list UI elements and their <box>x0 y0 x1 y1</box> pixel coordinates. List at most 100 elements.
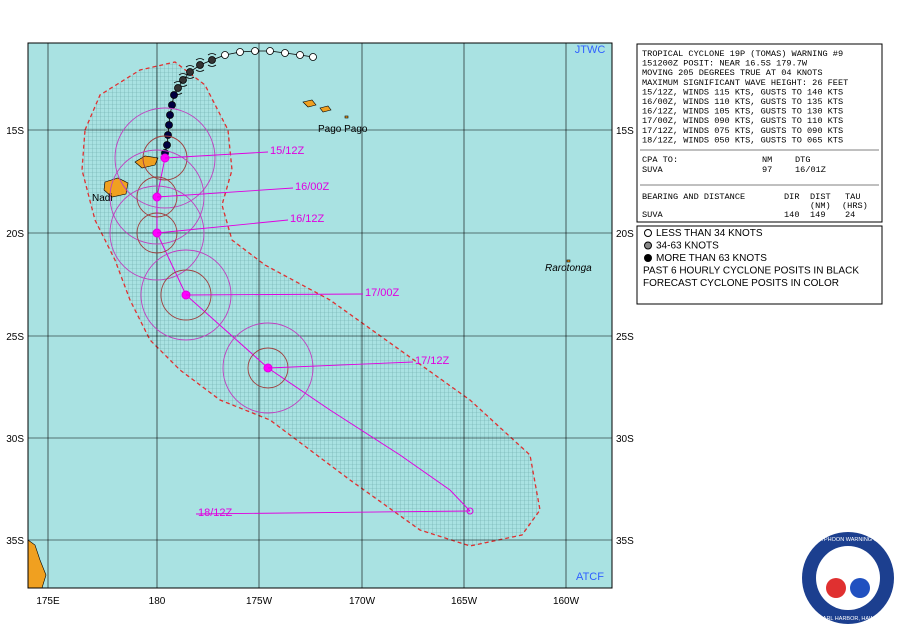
warning-line: TROPICAL CYCLONE 19P (TOMAS) WARNING #9 <box>642 49 843 59</box>
place-label: Rarotonga <box>545 263 592 274</box>
warning-line: 15/12Z, WINDS 115 KTS, GUSTS TO 140 KTS <box>642 87 843 97</box>
past-position <box>166 111 174 119</box>
past-position <box>168 101 176 109</box>
forecast-label: 17/12Z <box>415 355 450 367</box>
map <box>28 43 612 588</box>
forecast-label: 18/12Z <box>198 507 233 519</box>
bearing-header: TAU <box>845 192 860 202</box>
wind-radius <box>247 347 289 389</box>
forecast-leader <box>195 510 471 515</box>
past-position <box>309 53 317 61</box>
bearing-cell: 140 <box>784 210 799 220</box>
lat-label: 20S <box>6 229 24 240</box>
wind-radius <box>109 149 205 245</box>
legend-box <box>636 225 883 305</box>
legend-label: 34-63 KNOTS <box>656 241 719 252</box>
bearing-cell: SUVA <box>642 210 663 220</box>
bearing-header: BEARING AND DISTANCE <box>642 192 745 202</box>
past-position <box>296 51 304 59</box>
lon-label: 180 <box>149 596 166 607</box>
lon-label: 165W <box>451 596 478 607</box>
lat-label: 15S <box>6 126 24 137</box>
cpa-cell: 16/01Z <box>795 165 826 175</box>
forecast-track <box>267 367 471 512</box>
wind-radius <box>109 185 205 281</box>
lat-label: 30S <box>616 434 634 445</box>
past-position-tail <box>195 58 205 72</box>
legend-symbol <box>644 229 652 237</box>
past-position-tail <box>185 65 195 79</box>
lat-label: 35S <box>616 536 634 547</box>
lat-label: 15S <box>616 126 634 137</box>
lat-label: 25S <box>6 332 24 343</box>
cpa-header: NM <box>762 155 772 165</box>
bearing-subheader: (HRS) <box>842 201 868 211</box>
wind-radius <box>222 322 314 414</box>
wind-radius <box>142 135 188 181</box>
lon-label: 170W <box>349 596 376 607</box>
logo-text: PEARL HARBOR, HAWAII <box>815 616 881 622</box>
past-position <box>221 51 229 59</box>
lat-label: 30S <box>6 434 24 445</box>
lon-label: 175W <box>246 596 273 607</box>
past-position <box>208 56 216 64</box>
forecast-leader <box>267 361 414 369</box>
legend-label: FORECAST CYCLONE POSITS IN COLOR <box>643 278 839 289</box>
past-position <box>174 84 182 92</box>
warning-line: MAXIMUM SIGNIFICANT WAVE HEIGHT: 26 FEET <box>642 78 848 88</box>
warning-line: 18/12Z, WINDS 050 KTS, GUSTS TO 065 KTS <box>642 135 843 145</box>
map-frame <box>27 42 613 589</box>
place-label: Pago Pago <box>318 124 368 135</box>
logo-text: JOINT TYPHOON WARNING CENTER <box>800 537 896 543</box>
wind-radius <box>136 212 178 254</box>
past-position <box>196 61 204 69</box>
past-position-tail <box>207 53 217 67</box>
legend-label: PAST 6 HOURLY CYCLONE POSITS IN BLACK <box>643 266 859 277</box>
wind-radius <box>114 107 216 209</box>
past-position <box>164 131 172 139</box>
past-position <box>179 76 187 84</box>
cpa-cell: 97 <box>762 165 772 175</box>
warning-box <box>636 43 883 223</box>
cpa-cell: SUVA <box>642 165 663 175</box>
forecast-leader <box>164 151 269 159</box>
corner-label: JTWC <box>575 44 606 56</box>
past-position <box>163 141 171 149</box>
lon-label: 160W <box>553 596 580 607</box>
warning-line: 16/12Z, WINDS 105 KTS, GUSTS TO 130 KTS <box>642 107 843 117</box>
past-position <box>170 91 178 99</box>
warning-line: 17/00Z, WINDS 090 KTS, GUSTS TO 110 KTS <box>642 116 843 126</box>
forecast-leader <box>156 187 294 198</box>
past-position <box>165 121 173 129</box>
warning-line: 17/12Z, WINDS 075 KTS, GUSTS TO 090 KTS <box>642 126 843 136</box>
legend-symbol <box>644 254 652 262</box>
past-position <box>251 47 259 55</box>
warning-line: MOVING 205 DEGREES TRUE AT 04 KNOTS <box>642 68 823 78</box>
legend-label: MORE THAN 63 KNOTS <box>656 253 767 264</box>
forecast-label: 15/12Z <box>270 145 305 157</box>
warning-line: 16/00Z, WINDS 110 KTS, GUSTS TO 135 KTS <box>642 97 843 107</box>
cpa-header: CPA TO: <box>642 155 678 165</box>
lat-label: 25S <box>616 332 634 343</box>
forecast-label: 16/12Z <box>290 213 325 225</box>
bearing-header: DIR <box>784 192 799 202</box>
lat-label: 35S <box>6 536 24 547</box>
lat-label: 20S <box>616 229 634 240</box>
bearing-cell: 24 <box>845 210 855 220</box>
legend-symbol <box>644 241 652 250</box>
cpa-header: DTG <box>795 155 810 165</box>
wind-radius <box>136 176 178 218</box>
danger-area <box>81 61 541 547</box>
forecast-leader <box>185 293 364 296</box>
forecast-leader <box>156 219 289 234</box>
bearing-header: DIST <box>810 192 831 202</box>
bearing-cell: 149 <box>810 210 825 220</box>
place-label: Nadi <box>92 193 113 204</box>
past-position <box>281 49 289 57</box>
past-position <box>266 47 274 55</box>
corner-label: ATCF <box>576 571 604 583</box>
logo: JOINT TYPHOON WARNING CENTER PEARL HARBO… <box>800 532 896 624</box>
warning-line: 151200Z POSIT: NEAR 16.5S 179.7W <box>642 59 808 69</box>
lon-label: 175E <box>36 596 60 607</box>
